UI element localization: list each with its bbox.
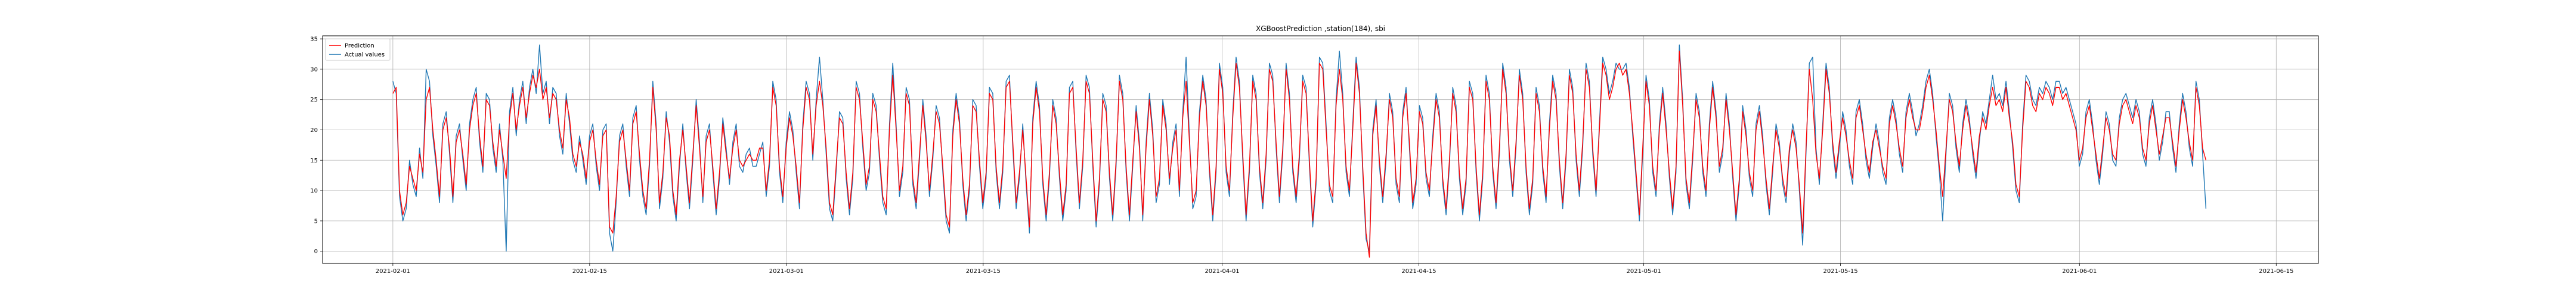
chart-title: XGBoostPrediction ,station(184), sbi — [1256, 24, 1385, 33]
y-tick-label: 30 — [310, 66, 318, 73]
x-tick-label: 2021-06-01 — [2062, 268, 2097, 275]
x-tick-label: 2021-02-01 — [376, 268, 410, 275]
legend-label-prediction: Prediction — [345, 43, 374, 50]
y-tick-label: 25 — [310, 97, 318, 103]
x-tick-label: 2021-02-15 — [572, 268, 607, 275]
x-tick-label: 2021-06-15 — [2259, 268, 2293, 275]
tick-layer: 2021-02-01 2021-02-15 2021-03-01 2021-03-15… — [310, 36, 2293, 275]
y-tick-label: 20 — [310, 127, 318, 134]
y-tick-label: 10 — [310, 188, 318, 195]
y-tick-label: 5 — [314, 218, 318, 225]
x-tick-label: 2021-05-15 — [1823, 268, 1858, 275]
y-tick-label: 15 — [310, 158, 318, 164]
series-line-prediction — [392, 50, 2207, 258]
x-tick-label: 2021-03-15 — [966, 268, 1001, 275]
x-tick-label: 2021-05-01 — [1627, 268, 1661, 275]
y-tick-label: 35 — [310, 36, 318, 43]
x-tick-label: 2021-03-01 — [769, 268, 804, 275]
x-tick-label: 2021-04-01 — [1205, 268, 1239, 275]
legend-box — [325, 38, 391, 61]
grid-layer — [323, 36, 2318, 263]
legend: Prediction Actual values — [325, 38, 391, 61]
x-tick-label: 2021-04-15 — [1401, 268, 1436, 275]
series-layer — [392, 44, 2207, 258]
legend-label-actual-values: Actual values — [345, 52, 385, 59]
plot-frame — [322, 35, 2319, 264]
y-tick-label: 0 — [314, 248, 318, 255]
